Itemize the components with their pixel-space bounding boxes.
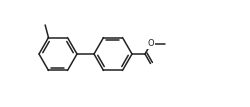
Text: O: O xyxy=(147,39,154,48)
